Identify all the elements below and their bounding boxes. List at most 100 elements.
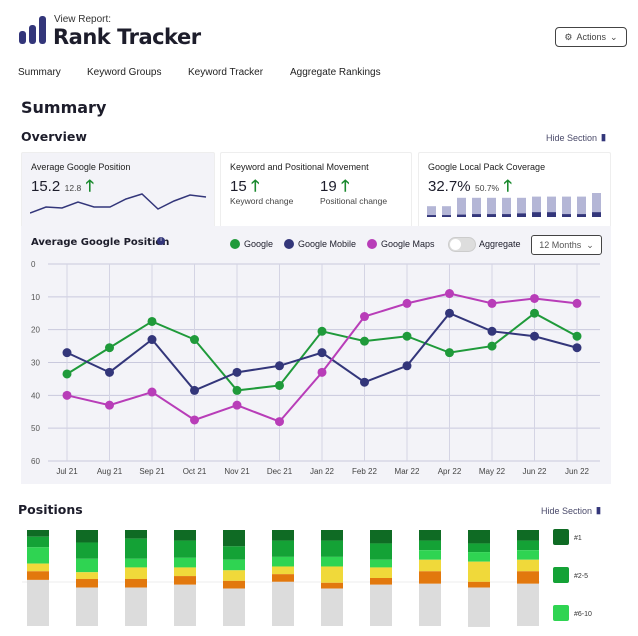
y-tick-label: 40	[31, 391, 40, 400]
position-segment	[125, 530, 147, 539]
position-segment	[370, 530, 392, 544]
line-chart: 0 10 20 30 40 50 60 Jul 21 Aug 21 Sep 21 Oct 21 Nov…	[31, 260, 600, 476]
x-tick-label: May 22	[479, 467, 506, 476]
local-value: 32.7%	[428, 178, 471, 195]
aggregate-toggle[interactable]	[448, 237, 476, 252]
legend-google-maps[interactable]: Google Maps	[367, 239, 435, 249]
position-segment	[370, 543, 392, 560]
y-tick-label: 50	[31, 424, 40, 433]
data-point	[275, 380, 284, 390]
position-segment	[125, 587, 147, 626]
y-tick-label: 20	[31, 326, 40, 335]
data-point	[62, 348, 72, 358]
data-point	[530, 293, 539, 303]
position-segment	[125, 538, 147, 559]
bar-chart-icon: ▮	[601, 132, 606, 142]
position-segment	[223, 546, 245, 560]
chart-title: Average Google Position	[31, 237, 170, 248]
position-segment	[468, 530, 490, 544]
coverage-bar-fill	[442, 215, 451, 217]
info-icon[interactable]: i	[157, 237, 165, 245]
keyword-value: 15	[230, 178, 247, 195]
app-title: Rank Tracker	[53, 25, 201, 49]
y-tick-label: 0	[31, 260, 36, 269]
position-segment	[517, 530, 539, 541]
position-segment	[223, 588, 245, 626]
y-tick-label: 60	[31, 457, 40, 466]
position-segment	[76, 578, 98, 588]
legend-label: #6-10	[574, 611, 592, 618]
position-segment	[321, 582, 343, 589]
legend-label: Google Maps	[381, 239, 435, 249]
position-segment	[321, 588, 343, 626]
coverage-bar-fill	[457, 214, 466, 217]
avg-sparkline	[30, 193, 207, 214]
data-point	[445, 289, 454, 299]
position-segment	[223, 559, 245, 571]
arrow-up-icon: 🡑	[85, 178, 94, 195]
data-point	[360, 336, 369, 346]
position-segment	[517, 559, 539, 572]
data-point	[190, 335, 199, 345]
data-point	[572, 343, 582, 353]
range-value: 12 Months	[539, 240, 582, 250]
data-point	[487, 326, 497, 336]
position-segment	[370, 584, 392, 626]
tab-keyword-tracker[interactable]: Keyword Tracker	[188, 67, 264, 78]
keyword-label: Keyword change	[230, 196, 294, 206]
x-tick-label: Jun 22	[565, 467, 590, 476]
legend-label: Google Mobile	[298, 239, 357, 249]
tab-keyword-groups[interactable]: Keyword Groups	[87, 67, 162, 78]
coverage-bar	[457, 197, 466, 217]
card-title: Google Local Pack Coverage	[428, 162, 546, 172]
position-segment	[321, 530, 343, 541]
coverage-bar-fill	[562, 214, 571, 217]
legend-swatch	[553, 567, 569, 583]
position-segment	[27, 530, 49, 537]
arrow-up-icon: 🡑	[503, 178, 512, 195]
position-segment	[76, 530, 98, 543]
data-point	[317, 348, 327, 358]
range-select[interactable]: 12 Months ⌄	[531, 235, 602, 255]
position-segment	[125, 578, 147, 588]
data-point	[445, 348, 454, 358]
hide-overview-button[interactable]: Hide Section ▮	[546, 132, 606, 143]
x-tick-label: Feb 22	[352, 467, 377, 476]
x-tick-label: Apr 22	[438, 467, 462, 476]
x-tick-label: Nov 21	[224, 467, 250, 476]
position-segment	[419, 540, 441, 551]
data-point	[232, 367, 242, 377]
data-point	[402, 331, 412, 341]
position-segment	[468, 587, 490, 627]
hide-positions-button[interactable]: Hide Section ▮	[541, 505, 601, 516]
data-point	[62, 390, 72, 400]
data-point	[317, 367, 327, 377]
position-segment	[370, 567, 392, 578]
data-point	[572, 298, 582, 308]
data-point	[62, 369, 72, 379]
coverage-bar	[562, 196, 571, 217]
position-segment	[76, 572, 98, 579]
legend-google-mobile[interactable]: Google Mobile	[284, 239, 356, 249]
actions-button[interactable]: ⚙ Actions ⌄	[555, 27, 627, 47]
avg-delta: 12.8	[64, 183, 82, 193]
position-segment	[223, 530, 245, 547]
position-segment	[27, 536, 49, 548]
coverage-bar	[427, 206, 436, 217]
position-segment	[272, 530, 294, 541]
legend-google[interactable]: Google	[230, 239, 273, 249]
hide-section-label: Hide Section	[546, 132, 598, 143]
position-segment	[272, 574, 294, 582]
position-segment	[223, 580, 245, 589]
tab-summary[interactable]: Summary	[18, 67, 61, 78]
position-segment	[272, 540, 294, 557]
chevron-down-icon: ⌄	[610, 31, 618, 42]
card-title: Keyword and Positional Movement	[230, 162, 369, 172]
tab-aggregate-rankings[interactable]: Aggregate Rankings	[290, 67, 381, 78]
coverage-bar-fill	[532, 212, 541, 217]
legend-label: #1	[574, 535, 582, 542]
local-pack-card: Google Local Pack Coverage 32.7% 50.7% 🡑	[418, 152, 611, 228]
data-point	[105, 400, 114, 410]
data-point	[572, 331, 582, 341]
position-segment	[321, 556, 343, 567]
